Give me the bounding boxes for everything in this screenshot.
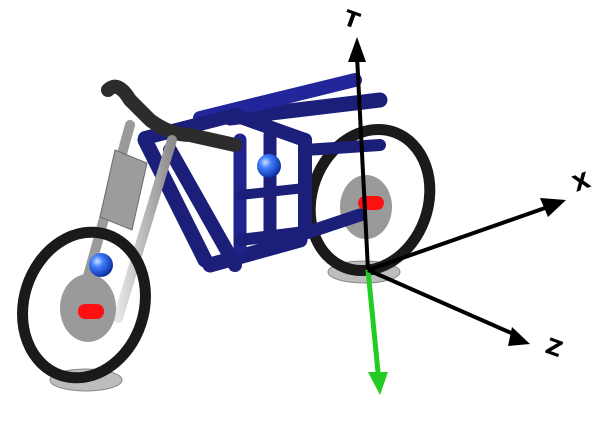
fork-leg <box>113 135 177 323</box>
axis-t: T <box>340 6 370 271</box>
handlebar <box>101 79 242 152</box>
fork-plate <box>99 149 148 231</box>
frame-tube <box>163 143 242 272</box>
frame-tube <box>235 183 310 200</box>
front-tire <box>17 226 151 384</box>
axis-x: X <box>367 168 595 272</box>
gravity-vector-arrow <box>365 267 388 395</box>
frame-tube <box>228 108 312 147</box>
rear-tire <box>304 123 436 277</box>
front-fork-marker-ball <box>89 253 113 277</box>
rear-frame-marker-ball <box>257 154 281 178</box>
axis-z: Z <box>367 268 566 363</box>
frame-tube <box>293 208 367 242</box>
front-axle <box>78 304 104 319</box>
axis-x-label: X <box>570 168 595 197</box>
axis-t-label: T <box>340 6 363 35</box>
frame-tube <box>299 139 386 156</box>
rear-axle <box>358 196 384 210</box>
frame-tube <box>137 132 213 268</box>
axis-z-label: Z <box>542 334 566 363</box>
frame-tube <box>202 232 308 273</box>
front-wheel <box>17 226 151 384</box>
